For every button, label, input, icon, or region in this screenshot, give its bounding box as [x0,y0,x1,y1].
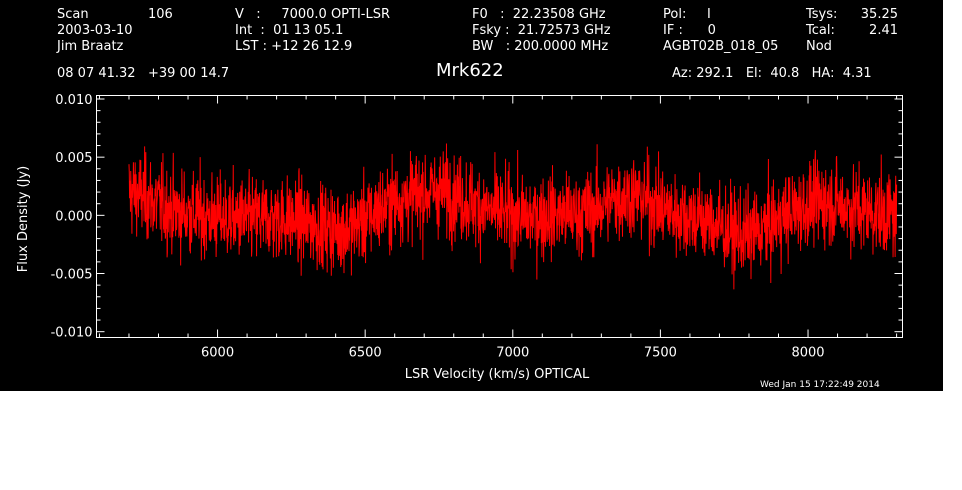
if-number: IF : 0 [663,23,716,38]
tsys-label: Tsys: [806,7,838,22]
spectrum-series-line [128,143,898,290]
polarization: Pol: I [663,7,711,22]
y-tick-label: 0.010 [55,93,92,108]
x-tick-label: 6500 [349,346,382,361]
x-tick-label: 8000 [791,346,824,361]
y-tick-label: -0.005 [51,268,93,283]
x-axis-ticks: 6000 6500 7000 7500 8000 [98,95,898,361]
observing-mode: Nod [806,39,832,54]
pointing-info: Az: 292.1 El: 40.8 HA: 4.31 [672,66,872,81]
spectrum-chart: 6000 6500 7000 7500 8000 -0.010 -0.005 0.000 0.… [16,93,903,382]
y-tick-label: -0.010 [51,326,93,341]
lst-info: LST : +12 26 12.9 [235,39,353,54]
plot-timestamp: Wed Jan 15 17:22:49 2014 [760,380,880,390]
project-id: AGBT02B_018_05 [663,39,779,54]
velocity-info: V : 7000.0 OPTI-LSR [235,7,391,22]
y-axis-ticks: -0.010 -0.005 0.000 0.005 0.010 [51,93,903,341]
observer-name: Jim Braatz [57,39,124,54]
source-coordinates: 08 07 41.32 +39 00 14.7 [57,66,230,81]
plot-panel: Scan 106 2003-03-10 Jim Braatz V : 7000.… [0,0,943,391]
tsys-value: 35.25 [860,7,898,22]
scan-label: Scan [57,7,89,22]
x-tick-label: 7500 [644,346,677,361]
tcal-value: 2.41 [869,23,898,38]
x-tick-label: 7000 [496,346,529,361]
y-tick-label: 0.005 [55,151,92,166]
y-tick-label: 0.000 [55,209,92,224]
scan-number: 106 [148,7,173,22]
integration-time: Int : 01 13 05.1 [235,23,344,38]
bandwidth: BW : 200.0000 MHz [472,39,609,54]
tcal-label: Tcal: [806,23,835,38]
plot-title: Mrk622 [436,60,504,81]
sky-frequency: Fsky : 21.72573 GHz [472,23,611,38]
x-axis-label: LSR Velocity (km/s) OPTICAL [405,367,590,382]
y-axis-label: Flux Density (Jy) [16,166,31,272]
rest-frequency: F0 : 22.23508 GHz [472,7,606,22]
plot-frame [96,95,903,338]
x-tick-label: 6000 [201,346,234,361]
obs-date: 2003-03-10 [57,23,133,38]
